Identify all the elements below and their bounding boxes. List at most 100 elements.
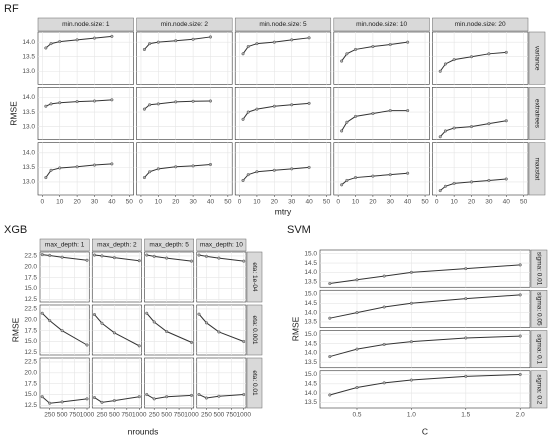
line [146,394,192,400]
point [92,163,96,167]
line [146,254,192,262]
panel [196,357,247,409]
panel [37,87,134,140]
point [60,400,64,404]
point [290,103,294,107]
point [197,312,201,316]
panel [333,87,430,140]
column-strip [234,17,332,32]
x-tick-label: 20 [271,199,279,206]
point [174,39,178,43]
point [190,340,194,344]
y-tick-label: 13.0 [22,179,35,186]
point [145,393,149,397]
point [75,100,79,104]
row-strip [246,357,263,409]
x-tick-label: 1000 [184,412,199,419]
panel [39,304,90,356]
point [75,165,79,169]
x-axis-label: nrounds [128,426,159,436]
point [255,107,259,111]
panel [91,251,142,303]
panel [333,142,430,196]
point [148,42,152,46]
y-tick-label: 14.0 [22,94,35,101]
y-tick-label: 13.5 [22,109,35,116]
point [340,59,344,63]
point [438,69,442,73]
point [217,394,221,398]
point [242,259,246,263]
x-tick-label: 1000 [80,412,95,419]
point [438,135,442,139]
point [208,35,212,39]
y-tick-label: 13.0 [22,68,35,75]
y-tick-label: 22.5 [24,253,37,260]
row-strip-label: variance [533,46,540,71]
panel [196,304,247,356]
point [406,109,410,113]
chart-title: SVM [287,224,311,236]
point [388,173,392,177]
point [208,162,212,166]
column-strip-label: min.node.size: 2 [161,21,209,28]
point [156,167,160,171]
y-tick-label: 13.5 [304,399,317,406]
y-tick-label: 15.0 [24,338,37,345]
panel [91,357,142,409]
point [241,117,245,121]
x-tick-label: 50 [323,199,331,206]
point [92,253,96,257]
point [438,189,442,193]
column-strip-label: max_depth: 2 [97,242,137,249]
point [100,321,104,325]
x-tick-label: 50 [421,199,429,206]
point [44,176,48,180]
panel [136,87,233,140]
point [255,170,259,174]
x-tick-label: 30 [485,199,493,206]
column-strip [333,17,430,32]
point [487,122,491,126]
panel [333,31,430,85]
point [204,321,208,325]
x-tick-label: 250 [97,412,108,419]
point [190,259,194,263]
point [58,101,62,105]
row-strip-label: eta: 0.001 [251,316,258,345]
point [145,311,149,315]
line [198,313,244,342]
point [382,381,386,385]
point [354,176,358,180]
point [487,52,491,56]
point [137,259,141,263]
point [371,45,375,49]
point [464,336,468,340]
point [165,395,169,399]
column-strip-label: min.node.size: 20 [455,21,506,28]
y-tick-label: 13.5 [304,359,317,366]
row-strip-label: sigma: 0.05 [535,292,542,326]
point [272,168,276,172]
point [110,34,114,38]
point [355,311,359,315]
point [204,396,208,400]
point [174,165,178,169]
line [94,396,140,403]
panel [37,31,134,85]
y-tick-label: 17.5 [24,327,37,334]
point [92,36,96,40]
x-tick-label: 10 [56,199,64,206]
point [85,397,89,401]
point [75,38,79,42]
point [464,374,468,378]
column-strip [92,238,142,252]
y-tick-label: 14.0 [304,309,317,316]
point [49,168,53,172]
point [409,378,413,382]
panel [234,142,332,196]
point [217,330,221,334]
point [191,37,195,41]
x-tick-label: 1.5 [461,412,470,419]
y-tick-label: 14.0 [22,150,35,157]
